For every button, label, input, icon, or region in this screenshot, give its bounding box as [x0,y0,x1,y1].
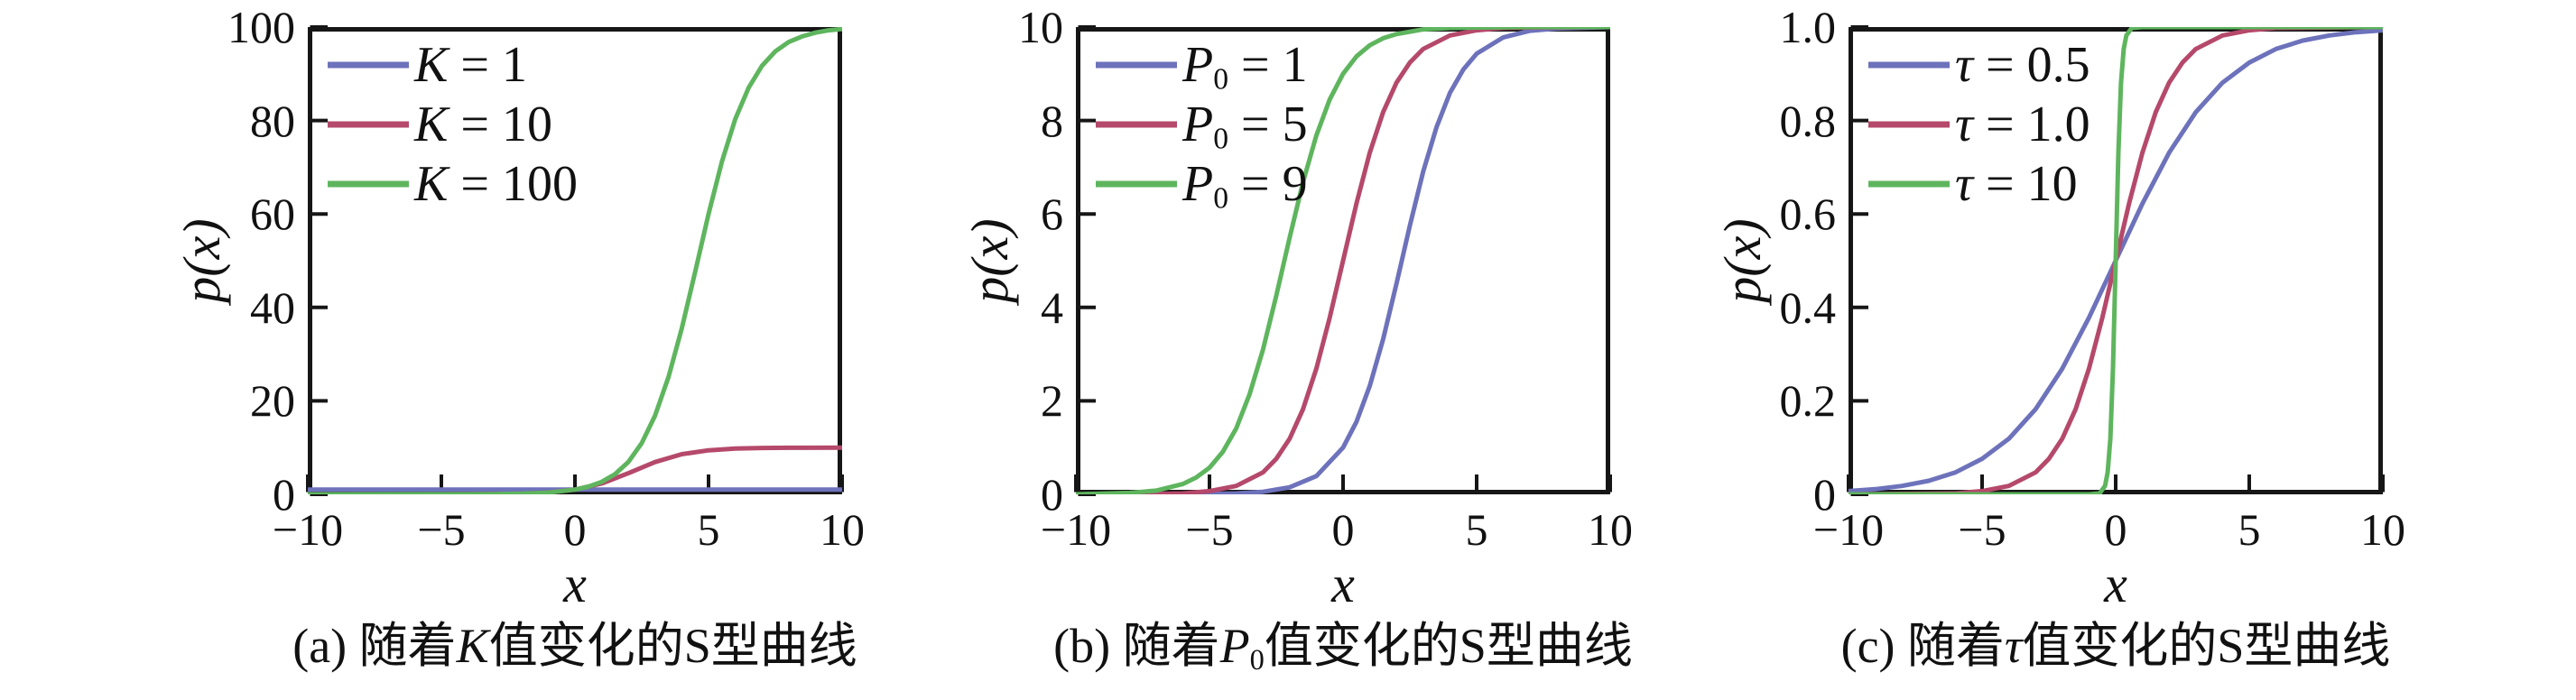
x-tick-label: −5 [1958,504,2006,555]
panel-c-legend-entry-3: τ = 10 [1955,154,2078,214]
legend-var: K [414,37,449,93]
panel-a-x-axis-label: x [563,555,587,613]
legend-var: P [1182,97,1214,152]
legend-value: = 100 [448,156,578,212]
legend-value: = 9 [1228,156,1308,212]
x-tick-label: −10 [1040,504,1112,555]
legend-var: τ [1955,156,1974,212]
axes-spines [308,27,842,494]
y-tick-label: 4 [1041,281,1063,333]
caption-prefix: (a) 随着 [292,619,457,673]
legend-var: τ [1955,97,1974,152]
x-tick-label: 5 [1465,504,1488,555]
y-tick-label: 0.8 [1779,95,1837,146]
panel-b-plot-area [1074,25,1612,496]
y-tick-label: 1.0 [1779,2,1837,52]
legend-var: K [414,97,449,152]
y-tick-label: 0 [273,469,295,520]
caption-var: K [456,619,489,673]
legend-value: = 1.0 [1973,97,2090,152]
y-tick-label: 80 [250,95,295,146]
y-tick-label: 10 [1018,2,1063,52]
y-tick-label: 8 [1041,95,1063,146]
panel-b-x-axis-label: x [1331,555,1355,613]
panel-b-legend-entry-2: P0 = 5 [1182,95,1308,156]
y-tick-label: 0 [1041,469,1063,520]
x-tick-label: 10 [820,504,865,555]
legend-sub: 0 [1213,122,1229,156]
panel-c-plot-area [1847,25,2385,496]
caption-suffix: 值变化的S型曲线 [1264,619,1633,673]
panel-b-caption: (b) 随着P0值变化的S型曲线 [892,617,1794,677]
legend-value: = 1 [448,37,527,93]
y-tick-label: 100 [227,2,295,52]
x-tick-label: 10 [2360,504,2405,555]
panel-c-legend-entry-2: τ = 1.0 [1955,95,2090,154]
panel-b-legend-entry-3: P0 = 9 [1182,154,1308,216]
y-tick-label: 2 [1041,375,1063,427]
y-tick-label: 20 [250,375,295,427]
legend-value: = 10 [1973,156,2078,212]
x-tick-label: −5 [1185,504,1234,555]
legend-var: P [1182,156,1214,212]
caption-suffix: 值变化的S型曲线 [2022,619,2391,673]
legend-sub: 0 [1213,181,1229,216]
legend-value: = 5 [1228,97,1308,152]
x-tick-label: 5 [2238,504,2261,555]
panel-a-plot-area [306,25,844,496]
caption-var: τ [2005,619,2023,673]
legend-sub: 0 [1213,62,1229,97]
x-tick-label: −5 [417,504,466,555]
panel-a-legend-entry-3: K = 100 [414,154,578,214]
legend-var: τ [1955,37,1974,93]
series-curve-3 [1076,27,1610,494]
panel-b-legend-entry-1: P0 = 1 [1182,35,1308,97]
caption-var: P [1219,619,1250,673]
y-tick-label: 60 [250,189,295,240]
legend-value: = 10 [448,97,552,152]
x-tick-label: 0 [563,504,587,555]
x-tick-label: 0 [1331,504,1355,555]
legend-value: = 1 [1228,37,1308,93]
y-tick-label: 0.6 [1779,189,1837,240]
y-tick-label: 6 [1041,189,1063,240]
caption-prefix: (b) 随着 [1053,619,1220,673]
y-tick-label: 0.4 [1779,281,1837,333]
x-tick-label: −10 [1812,504,1885,555]
panel-c-legend-entry-1: τ = 0.5 [1955,35,2090,95]
y-tick-label: 0.2 [1779,375,1837,427]
legend-var: K [414,156,449,212]
y-tick-label: 40 [250,281,295,333]
series-curve-2 [1076,27,1610,494]
panel-a-caption: (a) 随着K值变化的S型曲线 [124,617,1026,675]
caption-suffix: 值变化的S型曲线 [488,619,857,673]
series-curve-3 [1849,27,2383,494]
series-curve-1 [1076,27,1610,494]
legend-value: = 0.5 [1973,37,2090,93]
caption-prefix: (c) 随着 [1840,619,2006,673]
caption-sub: 0 [1249,644,1265,677]
x-tick-label: 10 [1588,504,1633,555]
panel-c-x-axis-label: x [2104,555,2127,613]
panel-c-caption: (c) 随着τ值变化的S型曲线 [1664,617,2567,675]
x-tick-label: 5 [697,504,720,555]
panel-a-legend-entry-2: K = 10 [414,95,552,154]
series-curve-3 [308,27,842,494]
x-tick-label: −10 [272,504,344,555]
legend-var: P [1182,37,1214,93]
y-tick-label: 0 [1813,469,1836,520]
x-tick-label: 0 [2104,504,2127,555]
panel-a-legend-entry-1: K = 1 [414,35,527,95]
